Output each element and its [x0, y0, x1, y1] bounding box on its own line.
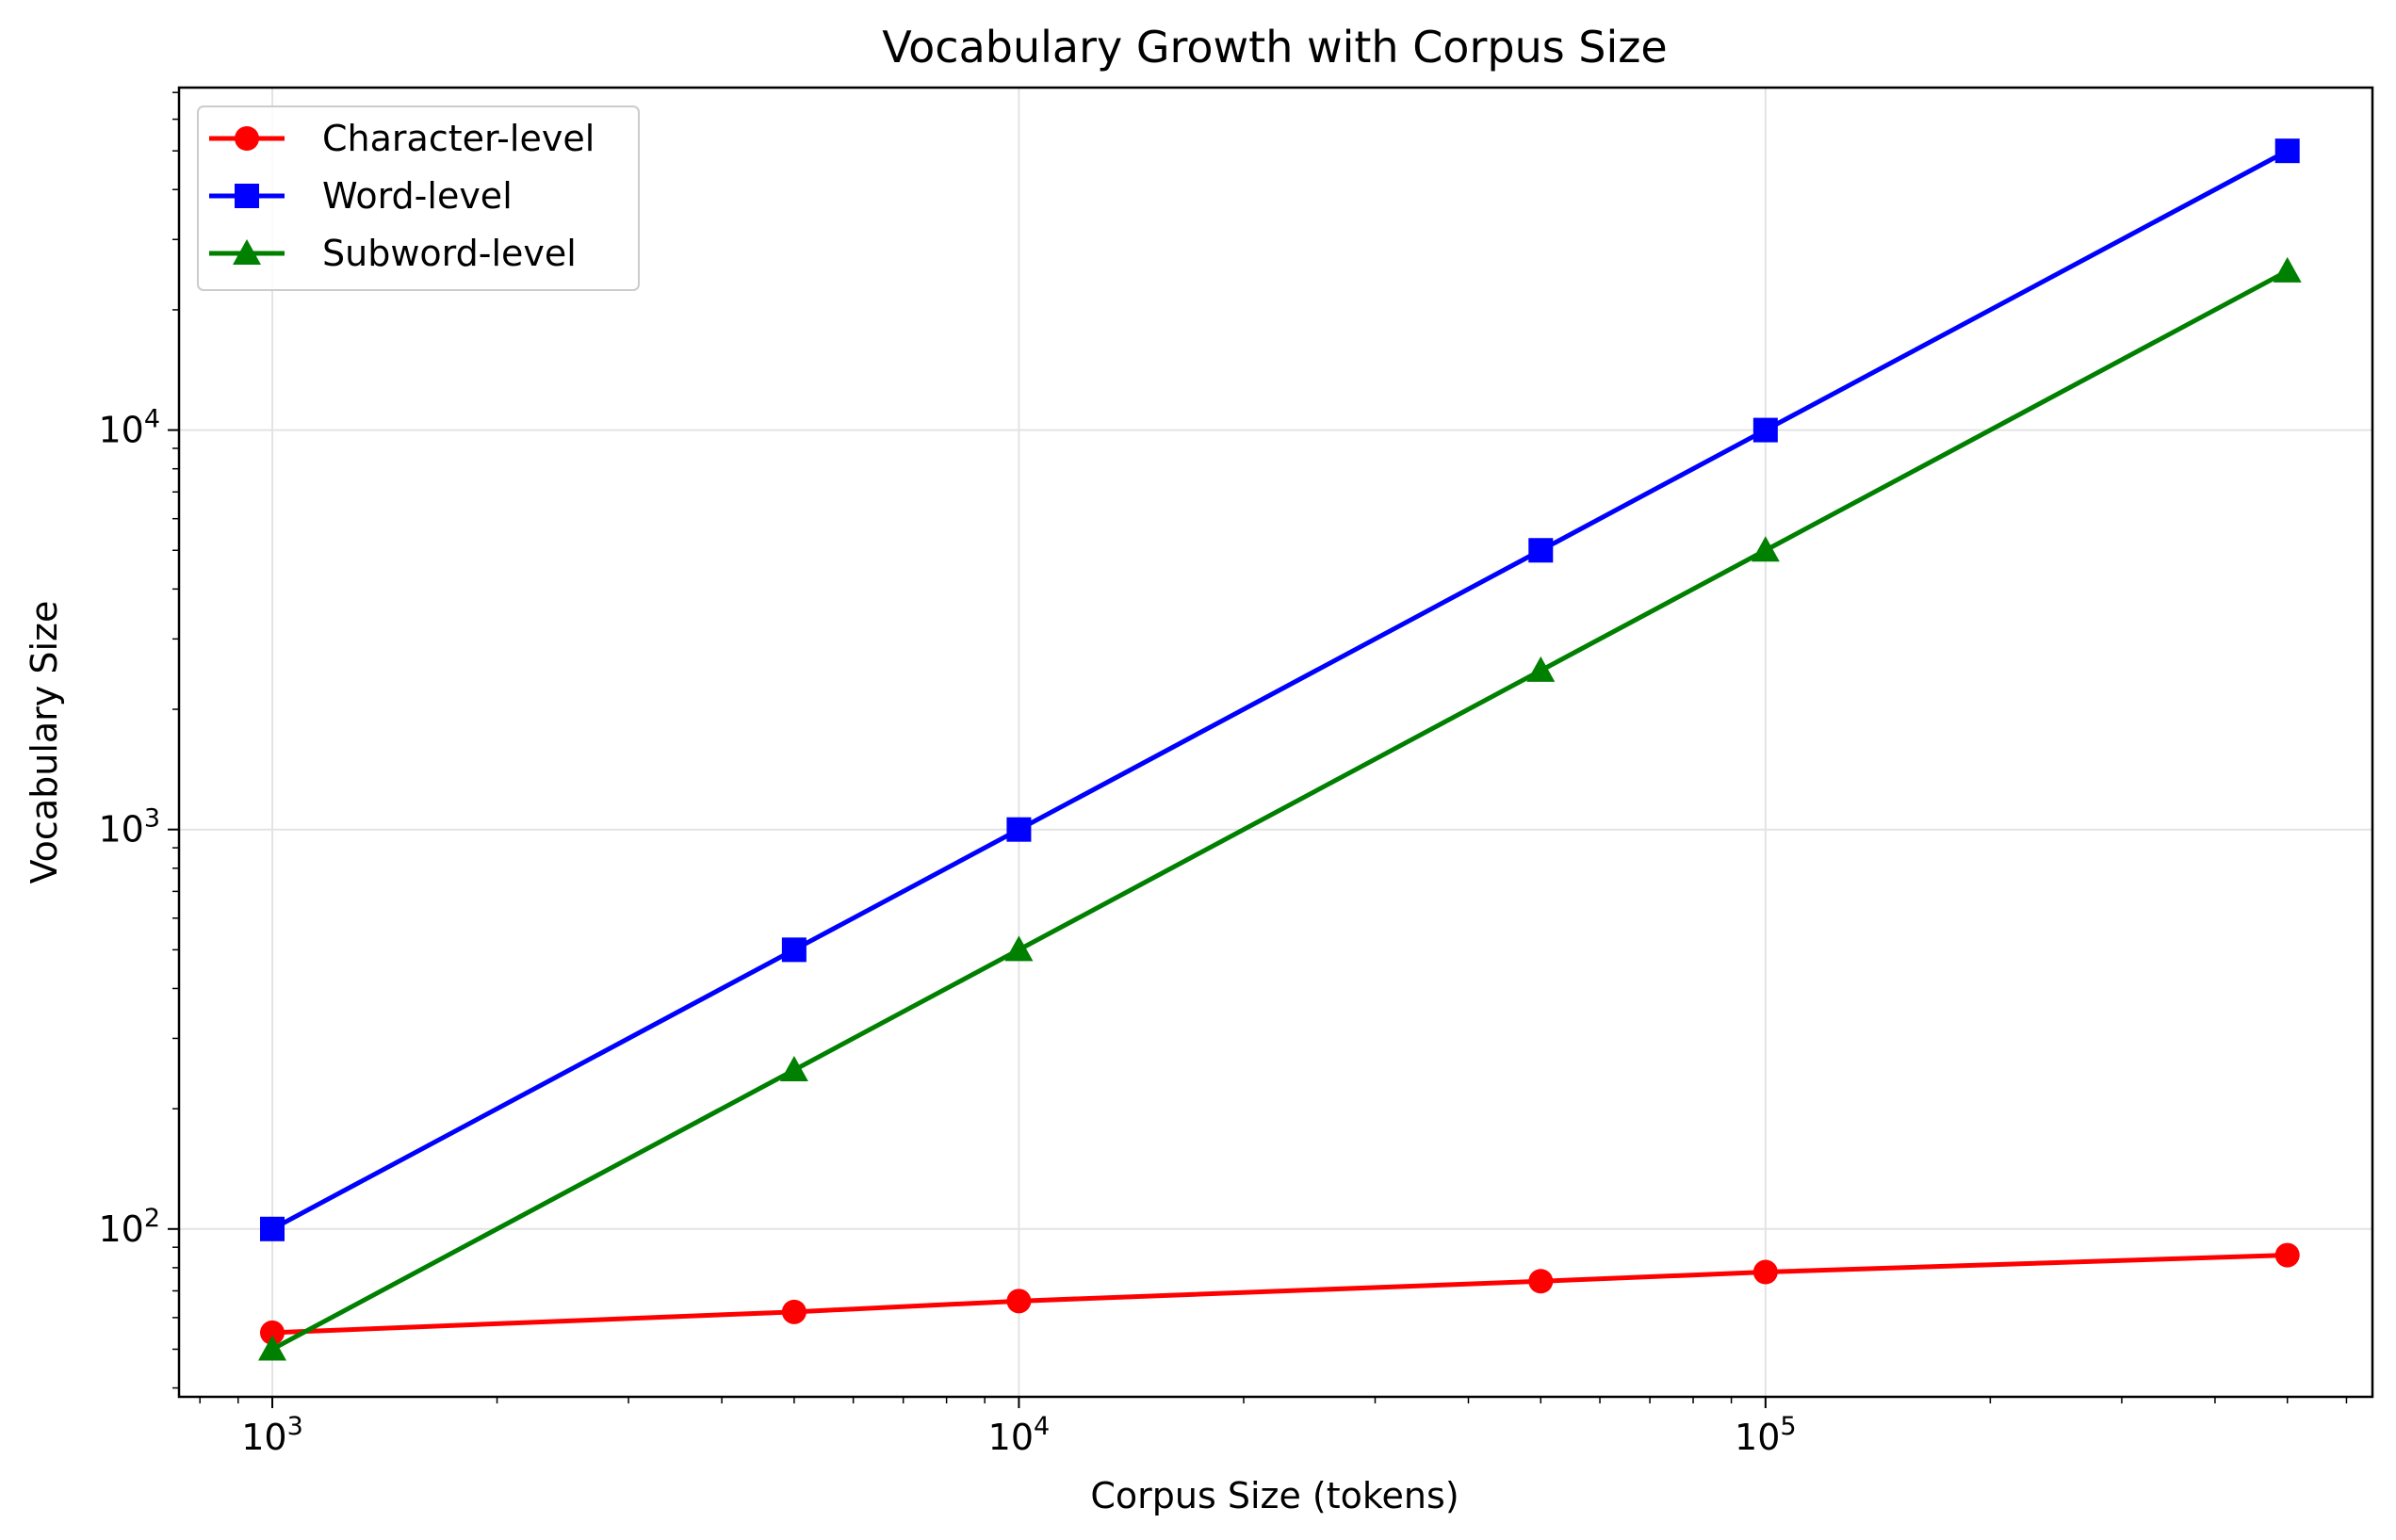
y-tick-label: 104 [98, 405, 160, 451]
legend-marker [235, 126, 259, 151]
data-point [2274, 138, 2300, 164]
x-axis-label: Corpus Size (tokens) [1090, 1475, 1459, 1516]
legend-frame [197, 105, 640, 291]
data-point [1006, 1289, 1032, 1314]
data-point [260, 1216, 285, 1241]
data-point [2273, 256, 2302, 283]
data-point [1004, 935, 1034, 962]
series-subword-level [258, 256, 2302, 1361]
legend-label: Character-level [322, 118, 595, 159]
series-line [270, 148, 2289, 1231]
x-axis-ticks: 103 104 105 [241, 1397, 1797, 1458]
legend-label: Subword-level [322, 233, 577, 274]
legend-label: Word-level [322, 175, 513, 217]
chart-title: Vocabulary Growth with Corpus Size [882, 22, 1667, 73]
x-tick-label: 105 [1735, 1412, 1797, 1458]
grid-lines [179, 88, 2372, 1397]
y-axis-ticks: 102 103 104 [98, 405, 179, 1250]
x-tick-label: 103 [241, 1412, 303, 1458]
data-point [1006, 817, 1032, 842]
data-point [260, 1320, 285, 1345]
data-point [2274, 1242, 2300, 1268]
data-point [1528, 1269, 1554, 1294]
y-axis-label: Vocabulary Size [24, 601, 65, 884]
legend-marker [233, 239, 261, 265]
series-layer [258, 138, 2302, 1361]
data-point [1752, 417, 1778, 443]
plot-frame [177, 86, 2374, 1399]
y-tick-label: 102 [98, 1204, 160, 1250]
data-point [779, 1056, 808, 1082]
data-point [781, 937, 807, 963]
y-tick-label: 103 [98, 804, 160, 851]
data-point [781, 1299, 807, 1324]
data-point [1752, 1259, 1778, 1285]
legend-marker [235, 184, 259, 208]
data-point [1528, 538, 1554, 563]
data-point [1751, 536, 1780, 562]
data-point [1526, 656, 1556, 682]
series-line [270, 268, 2289, 1352]
x-tick-label: 104 [988, 1412, 1051, 1458]
series-line [271, 1253, 2288, 1336]
legend: Character-level Word-level Subword-level [197, 105, 640, 291]
series-character-level [260, 1242, 2300, 1345]
series-word-level [260, 138, 2300, 1241]
data-point [258, 1335, 287, 1361]
